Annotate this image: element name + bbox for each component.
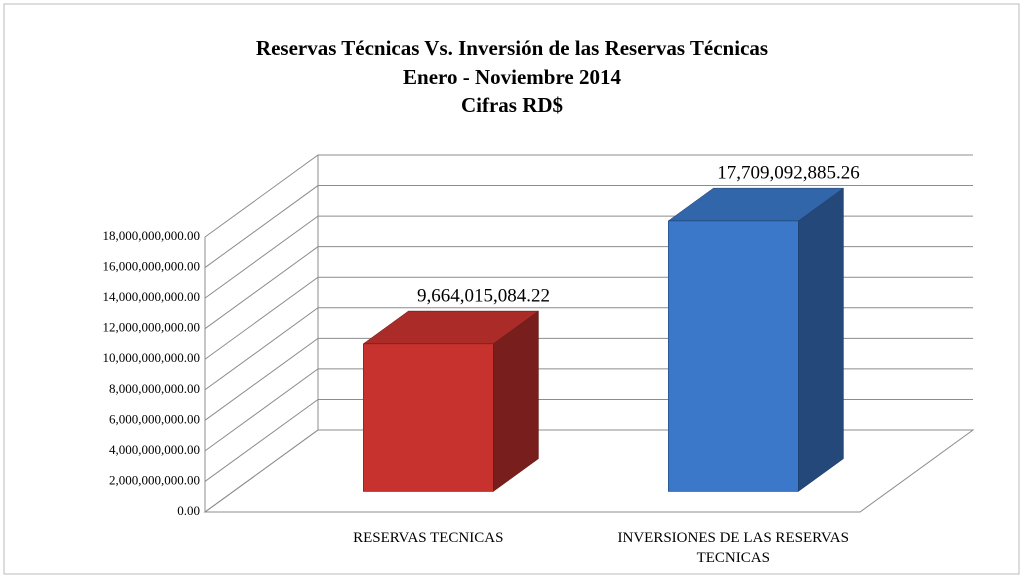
chart-subtitle: Enero - Noviembre 2014 [403,65,621,89]
chart-subtitle: Cifras RD$ [461,93,563,117]
grid-line [204,154,973,238]
y-tick-label: 10,000,000,000.00 [103,350,201,365]
value-label: 17,709,092,885.26 [717,163,860,184]
y-tick-label: 6,000,000,000.00 [109,411,200,426]
value-label: 9,664,015,084.22 [417,285,550,306]
x-tick-label: RESERVAS TECNICAS [353,530,504,546]
bar [362,310,540,492]
y-tick-label: 18,000,000,000.00 [103,228,201,243]
y-tick-label: 12,000,000,000.00 [103,320,201,335]
y-tick-label: 0.00 [177,503,200,518]
y-tick-label: 2,000,000,000.00 [109,472,200,487]
y-tick-label: 8,000,000,000.00 [109,381,200,396]
y-tick-label: 4,000,000,000.00 [109,442,200,457]
grid-line [204,185,973,268]
y-tick-label: 14,000,000,000.00 [103,289,201,304]
chart-title: Reservas Técnicas Vs. Inversión de las R… [256,36,768,60]
y-tick-label: 16,000,000,000.00 [103,259,201,274]
bar-side [798,187,844,492]
bar-front [668,220,799,492]
bar [667,187,845,492]
chart-border [3,3,1020,575]
x-tick-label: INVERSIONES DE LAS RESERVAS TECNICAS [617,530,849,566]
bar-front [363,343,494,492]
